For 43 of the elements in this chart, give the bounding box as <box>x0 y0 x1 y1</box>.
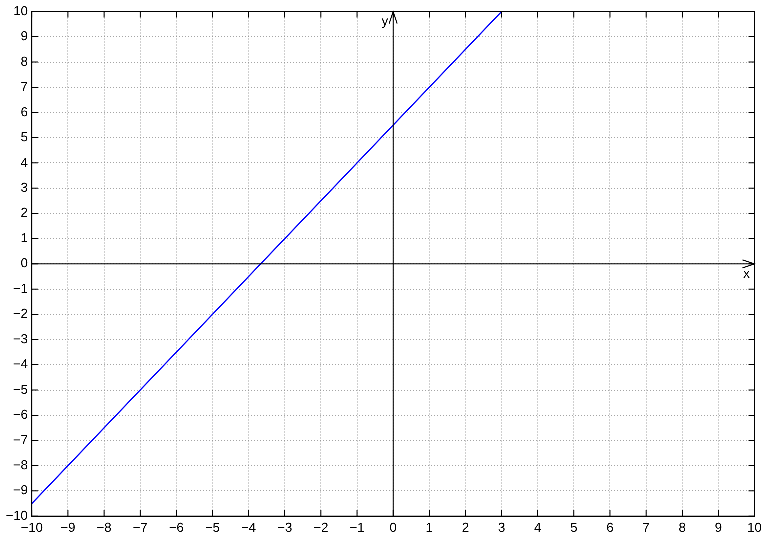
x-tick-label: 10 <box>748 520 762 535</box>
x-tick-label: −7 <box>133 520 148 535</box>
x-tick-label: −5 <box>205 520 220 535</box>
x-tick-label: 6 <box>606 520 614 535</box>
y-tick-label: −10 <box>6 508 28 523</box>
y-tick-label: −1 <box>13 280 28 296</box>
x-tick-label: 2 <box>462 520 470 535</box>
x-tick-label: 0 <box>390 520 398 535</box>
y-tick-label: 3 <box>20 180 28 195</box>
y-axis-title: y <box>382 13 389 28</box>
x-tick-label: 8 <box>678 520 686 535</box>
x-tick-label: −1 <box>350 520 365 535</box>
y-tick-label: 9 <box>20 28 28 44</box>
y-tick-label: −6 <box>13 407 28 422</box>
y-tick-label: 2 <box>20 205 28 220</box>
x-tick-label: 9 <box>715 520 722 535</box>
y-tick-label: 4 <box>20 154 28 170</box>
x-tick-label: −8 <box>96 520 112 535</box>
y-tick-label: 0 <box>20 256 28 271</box>
y-tick-label: −7 <box>13 432 28 448</box>
y-tick-label: −5 <box>13 382 28 397</box>
y-tick-label: −4 <box>13 356 28 372</box>
x-tick-label: 1 <box>426 520 434 535</box>
y-tick-label: 6 <box>20 104 28 120</box>
x-tick-label: 4 <box>534 520 542 535</box>
x-axis-title: x <box>744 266 751 282</box>
x-tick-label: −3 <box>278 520 292 535</box>
y-tick-label: 10 <box>14 3 28 18</box>
x-tick-label: −4 <box>241 520 256 535</box>
y-tick-label: 7 <box>20 79 28 94</box>
y-tick-label: −3 <box>13 331 28 346</box>
x-tick-label: −2 <box>314 520 329 535</box>
y-tick-label: 1 <box>20 230 28 246</box>
x-tick-label: −9 <box>60 520 76 535</box>
y-tick-label: 5 <box>20 130 28 145</box>
x-tick-label: 5 <box>570 520 578 535</box>
x-tick-label: 3 <box>498 520 506 535</box>
y-tick-label: 8 <box>20 54 28 69</box>
y-tick-label: −8 <box>13 458 28 473</box>
y-tick-label: −9 <box>13 482 28 498</box>
x-tick-label: −6 <box>169 520 184 535</box>
y-tick-label: −2 <box>13 306 28 322</box>
x-tick-label: 7 <box>642 520 650 535</box>
